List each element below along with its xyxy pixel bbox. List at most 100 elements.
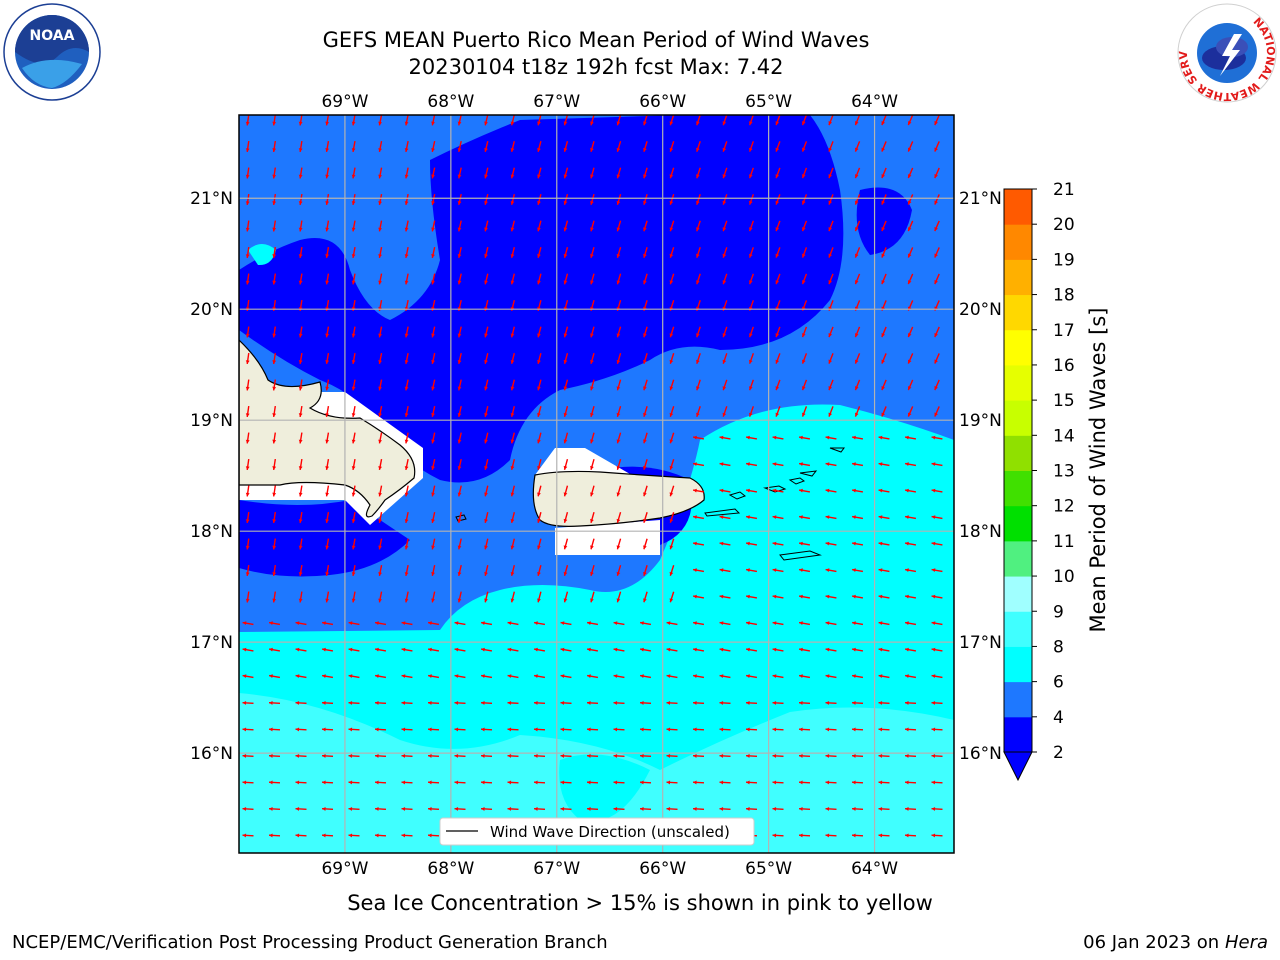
arrow-head — [272, 280, 277, 285]
wind-wave-arrow — [484, 564, 489, 577]
wind-wave-arrow — [934, 167, 940, 179]
wind-wave-arrow — [351, 591, 356, 603]
wind-wave-arrow — [904, 806, 917, 811]
arrow-head — [537, 518, 541, 523]
arrow-head — [613, 647, 618, 652]
arrow-head — [431, 572, 435, 576]
wind-wave-arrow — [378, 458, 383, 471]
wind-wave-arrow — [245, 379, 250, 391]
wind-wave-arrow — [563, 167, 569, 179]
wind-wave-arrow — [854, 353, 861, 364]
wind-wave-arrow — [722, 273, 728, 285]
arrow-head — [351, 333, 356, 338]
wind-wave-arrow — [775, 141, 781, 152]
wind-wave-arrow — [904, 674, 917, 679]
arrow-head — [669, 439, 674, 444]
arrow-head — [457, 360, 462, 364]
arrow-head — [325, 439, 330, 444]
wind-wave-arrow — [507, 727, 519, 732]
wind-wave-arrow — [245, 115, 250, 126]
arrow-head — [322, 727, 326, 732]
lat-tick-label-right: 16°N — [959, 744, 1002, 764]
wind-wave-arrow — [537, 326, 542, 338]
lon-tick-label-bottom: 64°W — [851, 859, 898, 879]
arrow-head — [481, 806, 485, 811]
wind-wave-arrow — [669, 432, 675, 444]
wind-wave-arrow — [563, 512, 569, 523]
wind-wave-arrow — [722, 194, 728, 205]
wind-wave-arrow — [772, 674, 784, 679]
arrow-head — [272, 545, 277, 550]
wind-wave-arrow — [613, 753, 625, 758]
arrow-head — [378, 545, 383, 550]
arrow-head — [640, 806, 644, 811]
arrow-head — [431, 280, 435, 285]
arrow-head — [799, 568, 803, 573]
colorbar-tick-label: 19 — [1053, 250, 1075, 270]
wind-wave-arrow — [272, 115, 277, 126]
wind-wave-arrow — [484, 246, 489, 259]
arrow-head — [510, 227, 515, 232]
arrow-head — [616, 571, 621, 576]
arrow-head — [481, 727, 485, 732]
wind-wave-arrow — [378, 273, 383, 285]
wind-wave-arrow — [772, 515, 784, 520]
arrow-head — [907, 174, 912, 179]
wind-wave-arrow — [272, 246, 277, 259]
arrow-head — [825, 806, 830, 811]
arrow-head — [854, 174, 859, 179]
arrow-head — [404, 174, 409, 179]
wind-wave-arrow — [772, 753, 784, 758]
arrow-head — [643, 412, 647, 417]
wind-wave-arrow — [666, 806, 678, 811]
wind-wave-arrow — [563, 591, 569, 603]
wind-wave-arrow — [484, 115, 489, 126]
arrow-head — [907, 386, 912, 391]
arrow-head — [828, 280, 833, 285]
wind-wave-arrow — [563, 379, 569, 391]
arrow-head — [746, 753, 750, 758]
wind-wave-arrow — [931, 674, 943, 679]
wind-wave-arrow — [801, 353, 808, 364]
colorbar-segment — [1004, 435, 1032, 471]
arrow-head — [510, 598, 515, 603]
wind-wave-arrow — [484, 273, 489, 285]
colorbar-tick-label: 11 — [1053, 532, 1075, 552]
chart-subtitle: 20230104 t18z 192h fcst Max: 7.42 — [408, 55, 784, 79]
wind-wave-arrow — [775, 406, 781, 417]
arrow-head — [351, 360, 356, 364]
arrow-head — [907, 359, 912, 364]
wind-wave-arrow — [854, 406, 861, 417]
wind-wave-arrow — [825, 780, 837, 785]
lat-tick-label-left: 17°N — [190, 633, 233, 653]
arrow-head — [905, 568, 909, 573]
wind-wave-arrow — [851, 674, 864, 679]
wind-wave-arrow — [692, 727, 705, 732]
wind-wave-arrow — [719, 435, 731, 440]
wind-wave-arrow — [904, 568, 917, 573]
arrow-head — [852, 727, 856, 732]
wind-wave-arrow — [669, 379, 675, 391]
wind-wave-arrow — [643, 220, 648, 232]
wind-wave-arrow — [351, 432, 356, 444]
arrow-head — [325, 598, 330, 603]
wind-wave-arrow — [298, 458, 303, 471]
wind-wave-arrow — [643, 406, 648, 417]
wind-wave-arrow — [404, 538, 409, 550]
arrow-head — [878, 488, 883, 493]
wind-wave-arrow — [775, 220, 781, 232]
wind-wave-arrow — [798, 462, 811, 467]
wind-wave-arrow — [351, 140, 356, 153]
arrow-head — [563, 121, 568, 126]
wind-wave-arrow — [639, 753, 652, 758]
arrow-head — [431, 148, 435, 152]
arrow-head — [749, 200, 753, 205]
wind-wave-arrow — [669, 141, 675, 152]
wind-wave-arrow — [825, 488, 837, 493]
arrow-head — [325, 492, 330, 497]
arrow-head — [693, 515, 697, 520]
wind-wave-arrow — [798, 674, 811, 679]
arrow-head — [746, 594, 750, 599]
wind-wave-arrow — [268, 753, 281, 758]
arrow-head — [590, 386, 594, 391]
